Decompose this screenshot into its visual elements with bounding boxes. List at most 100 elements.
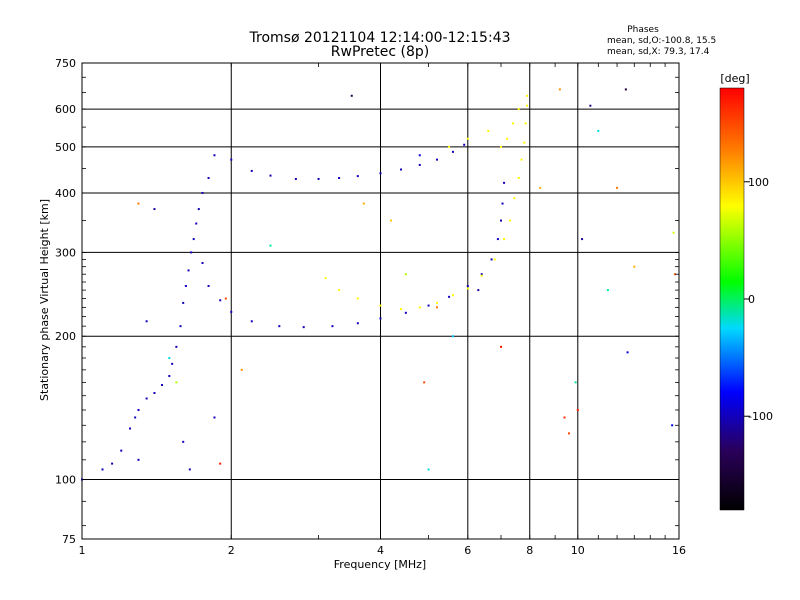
x-tick-label: 10 [571,544,585,557]
data-point [153,391,156,394]
data-point [597,129,600,132]
data-point [671,424,674,427]
data-point [435,306,438,309]
data-point [463,143,466,146]
data-point [184,285,187,288]
x-axis-ticks: 1 2 4 6 8 10 16 [79,63,686,557]
data-point [294,177,297,180]
data-point [451,335,454,338]
y-tick-label: 750 [55,57,76,70]
data-point [175,381,178,384]
data-point [672,231,675,234]
data-point [581,238,584,241]
data-point [230,158,233,161]
data-point [400,308,403,311]
data-point [626,351,629,354]
data-point [487,129,490,132]
data-point [524,122,527,125]
data-point [501,202,504,205]
data-point [120,449,123,452]
data-point [250,169,253,172]
data-point [153,208,156,211]
data-point [302,326,305,329]
data-point [563,416,566,419]
data-point [356,175,359,178]
data-point [192,238,195,241]
data-point [390,219,393,222]
data-point [466,137,469,140]
data-point [250,320,253,323]
x-tick-label: 2 [228,544,235,557]
phase-stats-o: mean, sd,O:-100.8, 15.5 [607,36,716,46]
data-point [404,311,407,314]
colorbar-tick-label: 100 [748,176,769,189]
data-point [201,191,204,194]
y-tick-label: 600 [55,103,76,116]
data-point [448,145,451,148]
data-point [539,186,542,189]
data-point [137,458,140,461]
data-point [137,202,140,205]
x-tick-label: 1 [79,544,86,557]
data-point [161,383,164,386]
data-point [240,368,243,371]
data-point [503,181,506,184]
data-point [511,122,514,125]
data-point [499,219,502,222]
data-point [269,174,272,177]
data-point [179,325,182,328]
colorbar [719,87,745,511]
data-point [568,432,571,435]
data-point [350,94,353,97]
data-point [624,88,627,91]
data-point [633,265,636,268]
data-point [207,285,210,288]
data-point [207,176,210,179]
data-point [379,317,382,320]
data-point [477,289,480,292]
data-point [379,172,382,175]
data-point [427,468,430,471]
data-point [673,273,676,276]
data-point [423,381,426,384]
data-point [616,186,619,189]
data-point [526,104,529,107]
data-point [503,238,506,241]
data-point [171,362,174,365]
data-point [338,176,341,179]
data-point [137,408,140,411]
data-point [145,320,148,323]
data-point [404,273,407,276]
data-point [278,325,281,328]
data-point [168,357,171,360]
data-point [589,104,592,107]
y-tick-label: 200 [55,330,76,343]
colorbar-tick-label: 0 [748,293,755,306]
y-tick-label: 500 [55,141,76,154]
y-tick-label: 75 [62,533,76,546]
data-point [182,301,185,304]
data-point [523,141,526,144]
data-point [338,289,341,292]
data-point [499,345,502,348]
data-point [379,304,382,307]
y-axis-label: Stationary phase Virtual Height [km] [38,199,51,401]
data-point [145,397,148,400]
data-point [224,297,227,300]
x-axis-label: Frequency [MHz] [334,558,426,571]
y-axis-ticks: 75 100 200 300 400 500 600 750 [55,57,679,546]
y-tick-label: 400 [55,187,76,200]
data-point [574,381,577,384]
colorbar-label: [deg] [720,72,749,85]
data-point [435,158,438,161]
data-point [190,251,193,254]
data-point [129,427,132,430]
data-point [213,416,216,419]
phase-stats-heading: Phases [627,25,659,35]
data-point [480,273,483,276]
data-point [451,294,454,297]
data-point [356,297,359,300]
data-point [506,137,509,140]
data-point [418,306,421,309]
data-point [219,299,222,302]
